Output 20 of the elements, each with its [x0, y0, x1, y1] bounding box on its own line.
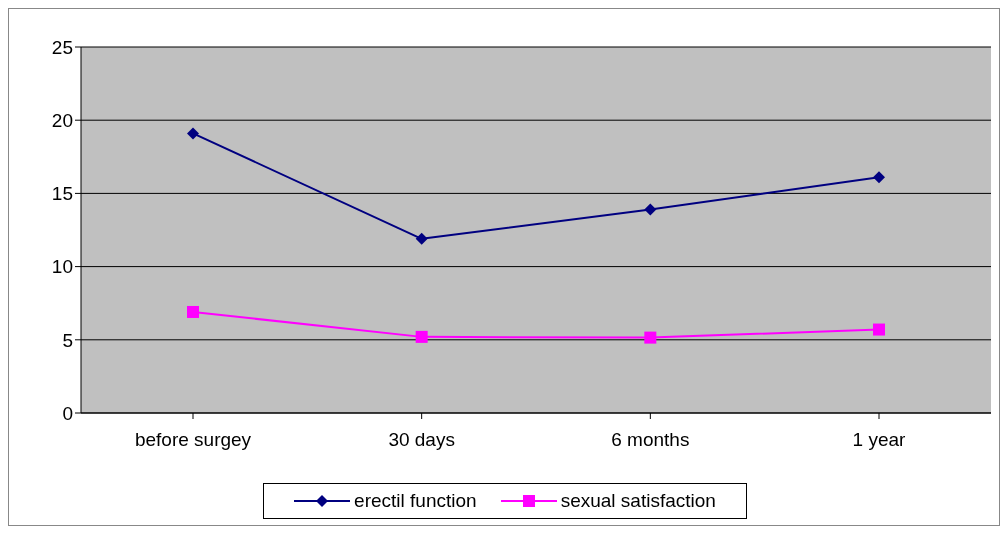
- point: [644, 203, 657, 216]
- point: [187, 127, 199, 140]
- point: [873, 323, 885, 336]
- y-tick-label: 25: [51, 36, 73, 58]
- y-tick-label: 20: [51, 109, 73, 131]
- x-tick-label: 6 months: [611, 429, 690, 451]
- x-tick-label: 1 year: [852, 429, 907, 451]
- y-tick-label: 0: [62, 402, 73, 424]
- y-tick-label: 10: [51, 256, 73, 278]
- point: [644, 331, 657, 344]
- point: [873, 171, 885, 184]
- legend-label: sexual satisfaction: [560, 490, 716, 512]
- x-tick-label: 30 days: [388, 429, 455, 451]
- y-tick-label: 15: [51, 183, 73, 205]
- point: [187, 305, 199, 318]
- legend-label: erectil function: [354, 490, 477, 512]
- point: [415, 232, 428, 245]
- x-tick-label: before surgey: [134, 429, 252, 451]
- y-tick-label: 5: [62, 329, 73, 351]
- point: [415, 330, 428, 343]
